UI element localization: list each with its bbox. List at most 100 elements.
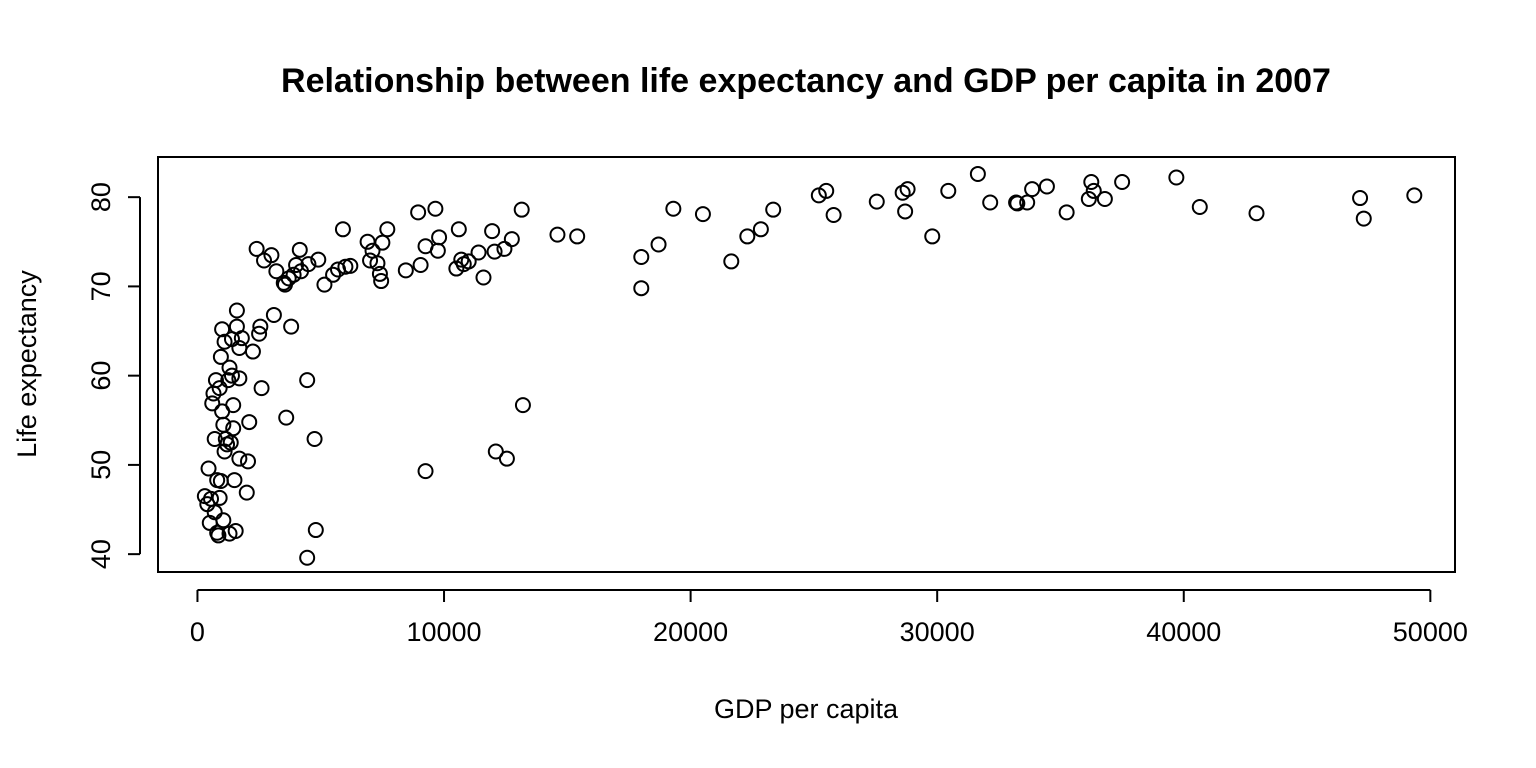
data-point — [412, 256, 429, 273]
data-point — [220, 372, 237, 389]
y-axis-label: Life expectancy — [12, 270, 42, 458]
data-point — [513, 201, 530, 218]
data-point — [251, 325, 268, 342]
data-point — [225, 397, 242, 414]
data-point — [1009, 195, 1026, 212]
data-point — [470, 244, 487, 261]
data-point — [765, 201, 782, 218]
data-point — [200, 460, 217, 477]
data-point — [450, 221, 467, 238]
data-point — [216, 333, 233, 350]
y-tick-label: 50 — [86, 450, 116, 480]
data-point — [969, 165, 986, 182]
y-axis: 40 50 60 70 80 — [86, 182, 141, 569]
x-tick-label: 40000 — [1146, 617, 1221, 647]
data-point — [299, 372, 316, 389]
y-tick-label: 60 — [86, 361, 116, 391]
data-point — [207, 372, 224, 389]
data-point — [210, 527, 227, 544]
data-point — [299, 549, 316, 566]
data-point — [265, 306, 282, 323]
data-point — [316, 276, 333, 293]
data-point — [427, 200, 444, 217]
y-tick-label: 40 — [86, 539, 116, 569]
y-tick-label: 70 — [86, 271, 116, 301]
x-tick-label: 50000 — [1393, 617, 1468, 647]
data-point — [226, 472, 243, 489]
data-point — [633, 280, 650, 297]
data-point — [1019, 194, 1036, 211]
data-point — [818, 182, 835, 199]
data-point — [924, 228, 941, 245]
data-point — [204, 395, 221, 412]
data-point — [238, 484, 255, 501]
data-point — [417, 463, 434, 480]
data-point — [1355, 210, 1372, 227]
data-point — [723, 253, 740, 270]
data-point — [211, 380, 228, 397]
x-tick-label: 10000 — [406, 617, 481, 647]
data-point — [231, 339, 248, 356]
data-point — [325, 266, 342, 283]
data-point — [1352, 190, 1369, 207]
data-point — [899, 181, 916, 198]
x-tick-label: 20000 — [653, 617, 728, 647]
data-point — [569, 228, 586, 245]
data-point — [206, 504, 223, 521]
data-points — [196, 165, 1423, 566]
data-point — [940, 182, 957, 199]
data-point — [498, 450, 515, 467]
data-point — [362, 252, 379, 269]
data-point — [310, 251, 327, 268]
data-point — [231, 450, 248, 467]
data-point — [496, 240, 513, 257]
data-point — [650, 236, 667, 253]
data-point — [244, 343, 261, 360]
data-point — [1083, 173, 1100, 190]
data-point — [211, 489, 228, 506]
data-point — [283, 318, 300, 335]
data-point — [1406, 187, 1423, 204]
data-point — [894, 184, 911, 201]
x-tick-label: 0 — [190, 617, 205, 647]
data-point — [1080, 190, 1097, 207]
data-point — [369, 255, 386, 272]
data-point — [285, 266, 302, 283]
data-point — [982, 194, 999, 211]
data-point — [1248, 205, 1265, 222]
data-point — [460, 253, 477, 270]
data-point — [752, 221, 769, 238]
data-point — [307, 522, 324, 539]
data-point — [227, 522, 244, 539]
data-point — [897, 203, 914, 220]
data-point — [1114, 173, 1131, 190]
data-point — [484, 223, 501, 240]
data-point — [253, 380, 270, 397]
data-point — [1038, 178, 1055, 195]
data-point — [225, 420, 242, 437]
data-point — [503, 231, 520, 248]
data-point — [475, 269, 492, 286]
x-axis-label: GDP per capita — [714, 694, 899, 724]
data-point — [278, 409, 295, 426]
data-point — [868, 193, 885, 210]
data-point — [739, 228, 756, 245]
data-point — [1096, 190, 1113, 207]
data-point — [1085, 182, 1102, 199]
x-axis: 0 10000 20000 30000 40000 50000 — [190, 589, 1468, 647]
data-point — [241, 414, 258, 431]
data-point — [231, 370, 248, 387]
data-point — [694, 206, 711, 223]
data-point — [429, 242, 446, 259]
x-tick-label: 30000 — [900, 617, 975, 647]
data-point — [549, 226, 566, 243]
data-point — [215, 512, 232, 529]
data-point — [252, 318, 269, 335]
data-point — [397, 262, 414, 279]
data-point — [334, 221, 351, 238]
plot-frame — [157, 156, 1456, 573]
data-point — [228, 302, 245, 319]
data-point — [374, 234, 391, 251]
data-point — [291, 241, 308, 258]
data-point — [280, 270, 297, 287]
